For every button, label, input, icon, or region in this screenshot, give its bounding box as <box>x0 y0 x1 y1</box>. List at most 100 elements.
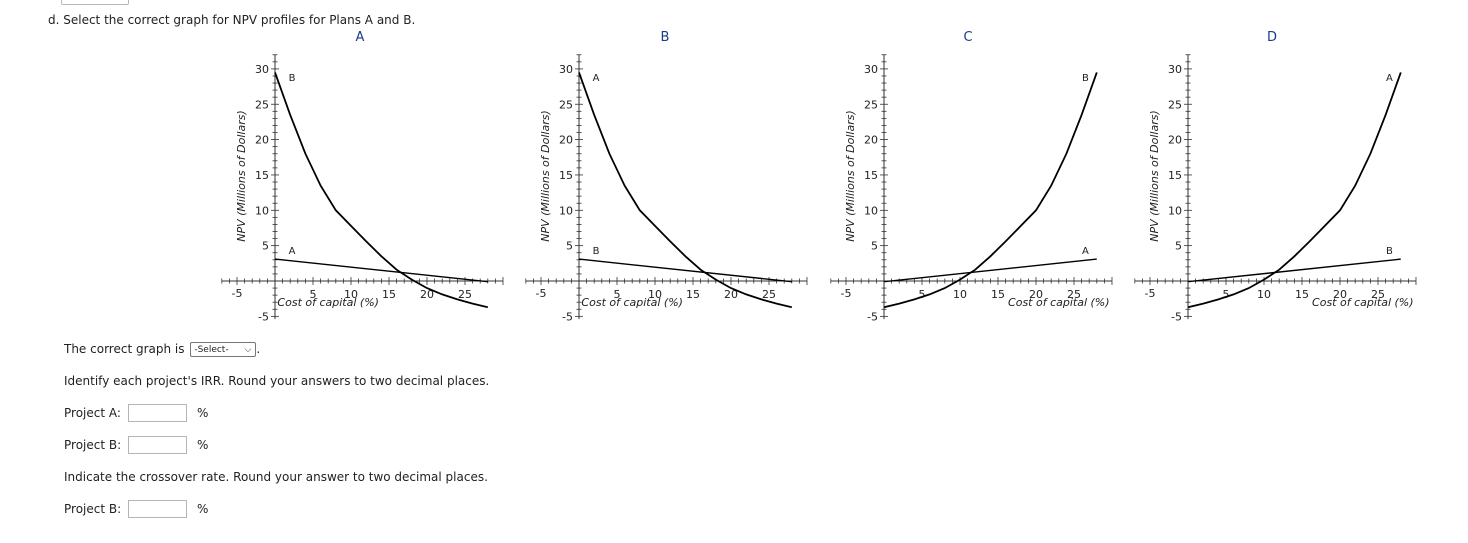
curve-label-flat: A <box>1082 246 1089 257</box>
x-tick-label: 25 <box>458 288 472 301</box>
curve-label-flat: A <box>289 246 296 257</box>
graph-title-d: D <box>1267 30 1277 45</box>
x-tick-label: -5 <box>232 287 243 300</box>
y-tick-label: 25 <box>559 98 573 111</box>
x-tick-label: 15 <box>686 288 700 301</box>
y-tick-label: 30 <box>1168 63 1182 76</box>
question-text: d. Select the correct graph for NPV prof… <box>48 13 416 27</box>
correct-graph-label: The correct graph is <box>64 342 185 356</box>
npv-curve-b <box>274 72 489 309</box>
curve-label-steep: A <box>1386 73 1393 84</box>
project-a-percent: % <box>197 406 209 420</box>
x-tick-label: -5 <box>1145 287 1156 300</box>
y-tick-label: 25 <box>255 98 269 111</box>
x-axis-label: Cost of capital (%) <box>277 296 379 309</box>
project-b-label: Project B: <box>64 438 122 452</box>
npv-curve-a <box>1187 72 1402 309</box>
y-axis-label: NPV (Millions of Dollars) <box>1148 110 1161 242</box>
x-tick-label: 10 <box>953 288 967 301</box>
npv-curve-b <box>883 72 1098 309</box>
x-tick-label: 20 <box>420 288 434 301</box>
y-axis-label: NPV (Millions of Dollars) <box>539 110 552 242</box>
y-tick-label: 25 <box>864 98 878 111</box>
y-tick-label: -5 <box>1171 310 1182 323</box>
npv-curve-a <box>883 258 1097 283</box>
y-tick-label: -5 <box>258 310 269 323</box>
y-tick-label: 20 <box>864 134 878 147</box>
y-tick-label: 5 <box>566 240 573 253</box>
project-b-irr-input[interactable] <box>128 436 187 454</box>
x-tick-label: 15 <box>991 288 1005 301</box>
project-a-irr-input[interactable] <box>128 404 187 422</box>
y-tick-label: 15 <box>559 169 573 182</box>
crossover-percent: % <box>197 502 209 516</box>
graph-title-b: B <box>661 30 670 45</box>
y-tick-label: 5 <box>871 240 878 253</box>
y-tick-label: 30 <box>864 63 878 76</box>
y-tick-label: 20 <box>255 134 269 147</box>
x-tick-label: 25 <box>1067 288 1081 301</box>
y-tick-label: 20 <box>559 134 573 147</box>
x-tick-label: 10 <box>1257 288 1271 301</box>
x-tick-label: -5 <box>536 287 547 300</box>
curve-label-flat: B <box>1386 246 1393 257</box>
project-a-label: Project A: <box>64 406 121 420</box>
crossover-project-b-label: Project B: <box>64 502 122 516</box>
npv-curve-a <box>274 258 488 283</box>
npv-curve-a <box>578 72 793 309</box>
x-tick-label: 15 <box>382 288 396 301</box>
y-tick-label: 30 <box>559 63 573 76</box>
curve-label-steep: B <box>1082 73 1089 84</box>
y-tick-label: 10 <box>559 204 573 217</box>
y-tick-label: 10 <box>1168 204 1182 217</box>
x-tick-label: 25 <box>1371 288 1385 301</box>
curve-label-steep: B <box>289 73 296 84</box>
x-tick-label: 15 <box>1295 288 1309 301</box>
y-tick-label: 15 <box>255 169 269 182</box>
npv-curve-b <box>1187 258 1401 283</box>
y-tick-label: 10 <box>864 204 878 217</box>
y-tick-label: -5 <box>867 310 878 323</box>
y-tick-label: 5 <box>1175 240 1182 253</box>
graph-title-a: A <box>356 30 365 45</box>
crossover-rate-input[interactable] <box>128 500 187 518</box>
crossover-instruction: Indicate the crossover rate. Round your … <box>64 470 488 484</box>
graph-select-value: -Select- <box>194 345 229 355</box>
y-tick-label: 15 <box>1168 169 1182 182</box>
x-tick-label: 5 <box>310 288 317 301</box>
y-tick-label: 30 <box>255 63 269 76</box>
curve-label-steep: A <box>593 73 600 84</box>
period-text: . <box>256 342 261 356</box>
y-tick-label: 15 <box>864 169 878 182</box>
x-tick-label: 5 <box>1223 288 1230 301</box>
y-tick-label: 25 <box>1168 98 1182 111</box>
y-tick-label: 5 <box>262 240 269 253</box>
y-tick-label: -5 <box>562 310 573 323</box>
x-tick-label: -5 <box>841 287 852 300</box>
y-tick-label: 20 <box>1168 134 1182 147</box>
x-tick-label: 5 <box>614 288 621 301</box>
x-tick-label: 10 <box>648 288 662 301</box>
y-axis-label: NPV (Millions of Dollars) <box>844 110 857 242</box>
x-tick-label: 20 <box>1333 288 1347 301</box>
x-axis-label: Cost of capital (%) <box>1312 296 1414 309</box>
npv-curve-b <box>578 258 792 283</box>
curve-label-flat: B <box>593 246 600 257</box>
irr-instruction: Identify each project's IRR. Round your … <box>64 374 490 388</box>
x-axis-label: Cost of capital (%) <box>581 296 683 309</box>
graph-select[interactable]: -Select- ⌵ <box>190 342 257 357</box>
x-tick-label: 25 <box>762 288 776 301</box>
x-tick-label: 5 <box>919 288 926 301</box>
chevron-down-icon: ⌵ <box>244 345 252 355</box>
y-tick-label: 10 <box>255 204 269 217</box>
project-b-percent: % <box>197 438 209 452</box>
x-tick-label: 20 <box>1029 288 1043 301</box>
previous-input-edge <box>61 0 129 5</box>
x-tick-label: 10 <box>344 288 358 301</box>
graph-title-c: C <box>963 30 972 45</box>
x-tick-label: 20 <box>724 288 738 301</box>
correct-graph-row: The correct graph is -Select- ⌵. <box>64 342 260 357</box>
y-axis-label: NPV (Millions of Dollars) <box>235 110 248 242</box>
npv-graphs: A 30 25 20 15 10 5 -5 -5 5 10 15 20 25 NPV (Millions o… <box>221 30 1417 323</box>
x-axis-label: Cost of capital (%) <box>1008 296 1110 309</box>
